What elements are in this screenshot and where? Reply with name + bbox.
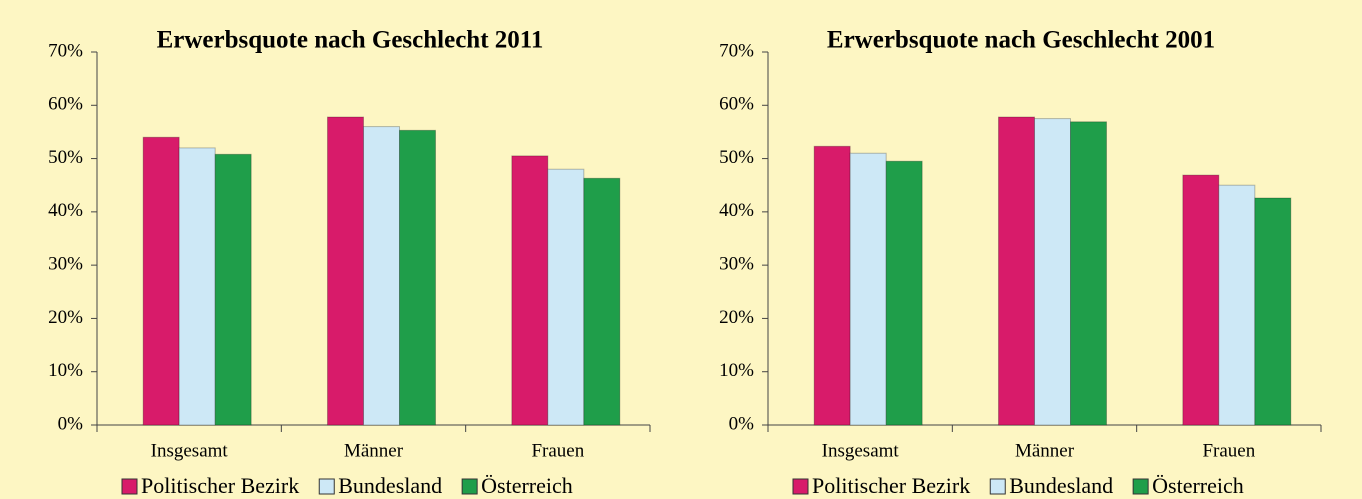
bar: [511, 155, 549, 426]
y-tick-label: 50%: [48, 147, 83, 168]
x-tick-label: Insgesamt: [151, 440, 229, 461]
bar: [1254, 197, 1292, 426]
legend-label: Bundesland: [1009, 473, 1113, 498]
legend-swatch: [461, 478, 478, 495]
bar: [998, 116, 1035, 426]
y-tick-label: 40%: [719, 200, 754, 221]
bar: [1070, 121, 1107, 426]
y-tick-label: 0%: [58, 413, 84, 434]
x-tick-label: Männer: [344, 440, 404, 461]
x-tick-label: Männer: [1015, 440, 1075, 461]
chart-title: Erwerbsquote nach Geschlecht 2011: [157, 27, 544, 54]
bar: [1218, 184, 1256, 426]
bar: [142, 136, 180, 426]
legend-swatch: [989, 478, 1006, 495]
bar: [547, 168, 585, 426]
y-tick-label: 50%: [719, 147, 754, 168]
y-tick-label: 60%: [48, 94, 83, 115]
x-tick-label: Frauen: [1202, 440, 1255, 461]
legend-label: Österreich: [481, 473, 573, 498]
legend-label: Politischer Bezirk: [812, 473, 970, 498]
bar: [885, 160, 923, 426]
legend-label: Politischer Bezirk: [141, 473, 299, 498]
bar: [813, 145, 851, 426]
legend-label: Bundesland: [338, 473, 442, 498]
y-tick-label: 70%: [719, 40, 754, 61]
chart-title: Erwerbsquote nach Geschlecht 2001: [827, 27, 1215, 54]
bar: [849, 152, 887, 426]
legend-swatch: [121, 478, 138, 495]
y-tick-label: 70%: [48, 40, 83, 61]
y-tick-label: 40%: [48, 200, 83, 221]
bar: [1034, 118, 1071, 426]
y-tick-label: 10%: [48, 360, 83, 381]
bar: [1182, 174, 1220, 426]
y-tick-label: 10%: [719, 360, 754, 381]
legend-label: Österreich: [1152, 473, 1244, 498]
bar: [327, 116, 364, 426]
legend-swatch: [1132, 478, 1149, 495]
bar: [214, 153, 252, 426]
x-tick-label: Insgesamt: [822, 440, 900, 461]
bar: [363, 126, 400, 426]
x-tick-label: Frauen: [531, 440, 584, 461]
y-tick-label: 20%: [48, 307, 83, 328]
y-tick-label: 30%: [719, 254, 754, 275]
y-tick-label: 60%: [719, 94, 754, 115]
bar: [399, 129, 436, 426]
bar: [583, 177, 621, 426]
bar: [178, 147, 216, 426]
y-tick-label: 0%: [729, 413, 755, 434]
legend-swatch: [792, 478, 809, 495]
legend-swatch: [318, 478, 335, 495]
y-tick-label: 30%: [48, 254, 83, 275]
y-tick-label: 20%: [719, 307, 754, 328]
